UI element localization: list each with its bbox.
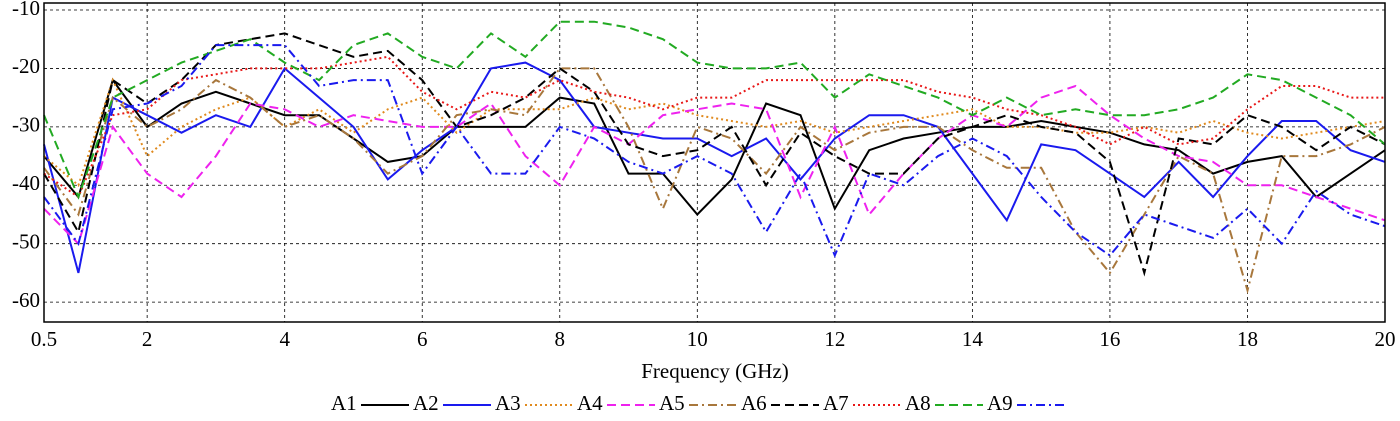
legend-label: A5 bbox=[659, 391, 685, 415]
x-tick-label: 18 bbox=[1237, 327, 1258, 351]
series-line bbox=[43, 44, 1386, 258]
x-tick-label: 2 bbox=[142, 327, 153, 351]
x-tick-label: 16 bbox=[1099, 327, 1120, 351]
x-tick-label: 6 bbox=[417, 327, 428, 351]
legend-label: A9 bbox=[987, 391, 1013, 415]
y-tick-label: -50 bbox=[12, 230, 40, 254]
x-tick-label: 8 bbox=[555, 327, 566, 351]
series-line bbox=[43, 77, 1386, 188]
x-tick-label: 20 bbox=[1375, 327, 1396, 351]
y-tick-label: -40 bbox=[12, 171, 40, 195]
y-tick-label: -60 bbox=[12, 288, 40, 312]
x-tick-label: 14 bbox=[962, 327, 984, 351]
y-tick-label: -30 bbox=[12, 113, 40, 137]
legend-label: A6 bbox=[741, 391, 767, 415]
x-tick-label: 0.5 bbox=[31, 327, 57, 351]
legend-label: A7 bbox=[823, 391, 849, 415]
legend-label: A8 bbox=[905, 391, 931, 415]
x-tick-label: 10 bbox=[687, 327, 708, 351]
series-line bbox=[43, 84, 1386, 246]
x-axis-label: Frequency (GHz) bbox=[641, 359, 789, 383]
x-tick-label: 12 bbox=[824, 327, 845, 351]
plot-frame bbox=[43, 2, 1386, 323]
series-line bbox=[43, 20, 1386, 200]
y-tick-label: -20 bbox=[12, 54, 40, 78]
series-line bbox=[43, 55, 1385, 199]
y-tick-label: -10 bbox=[12, 0, 40, 20]
legend-label: A3 bbox=[495, 391, 521, 415]
legend-label: A1 bbox=[331, 391, 357, 415]
series-line bbox=[43, 67, 1386, 295]
legend-label: A2 bbox=[413, 391, 439, 415]
x-tick-label: 4 bbox=[279, 327, 290, 351]
legend-label: A4 bbox=[577, 391, 603, 415]
series-line bbox=[43, 61, 1386, 274]
series-line bbox=[43, 32, 1386, 277]
